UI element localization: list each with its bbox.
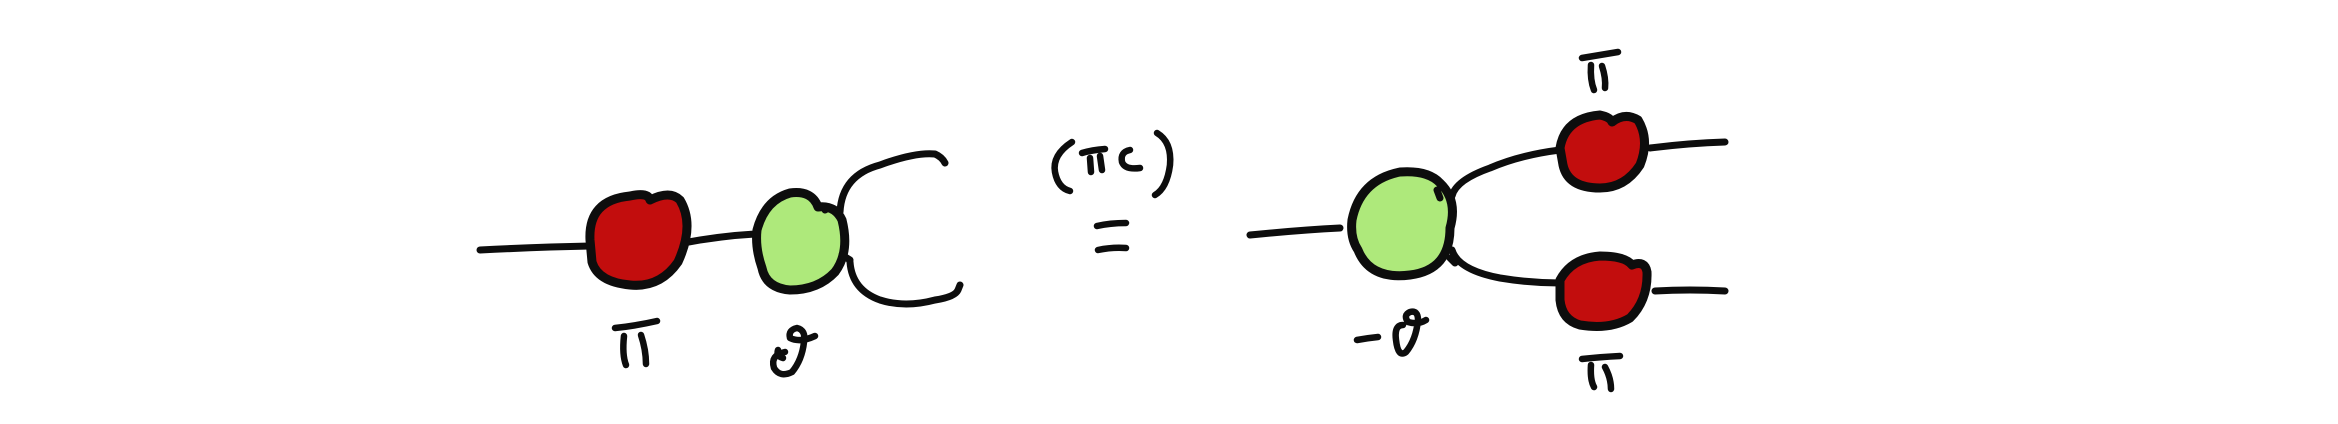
left-cup-lower-wire bbox=[846, 258, 964, 308]
open-paren-glyph bbox=[1051, 138, 1076, 195]
close-paren-glyph bbox=[1151, 129, 1174, 199]
left-diagram bbox=[476, 150, 964, 378]
c-glyph bbox=[1118, 146, 1144, 172]
right-green-theta-node bbox=[1347, 167, 1457, 281]
left-theta-tick-mark bbox=[821, 204, 854, 264]
equals-sign bbox=[1093, 219, 1130, 254]
right-pi-bottom-label-glyph bbox=[1578, 352, 1624, 393]
right-theta-to-pi-bottom-wire bbox=[1448, 246, 1564, 287]
pi-glyph bbox=[1078, 145, 1109, 176]
right-pi-top-output-wire bbox=[1646, 138, 1729, 152]
left-pi-theta-wire bbox=[679, 230, 759, 247]
left-pi-label-glyph bbox=[611, 317, 661, 369]
rule-name-glyph bbox=[1051, 129, 1174, 199]
right-theta-label-glyph bbox=[1353, 308, 1430, 357]
left-green-theta-node bbox=[752, 188, 850, 295]
right-diagram bbox=[1246, 48, 1729, 393]
left-theta-label-glyph bbox=[769, 324, 819, 378]
right-red-pi-top-node bbox=[1555, 110, 1649, 193]
right-pi-top-label-glyph bbox=[1578, 48, 1622, 94]
right-red-pi-bottom-node bbox=[1555, 251, 1652, 331]
left-red-pi-node bbox=[585, 190, 692, 290]
left-input-wire bbox=[476, 242, 594, 254]
right-pi-bottom-output-wire bbox=[1651, 286, 1729, 295]
right-input-wire bbox=[1246, 224, 1344, 239]
right-theta-to-pi-top-wire bbox=[1448, 146, 1564, 200]
right-theta-tick-mark bbox=[1433, 186, 1459, 267]
left-cup-upper-wire bbox=[836, 150, 949, 216]
